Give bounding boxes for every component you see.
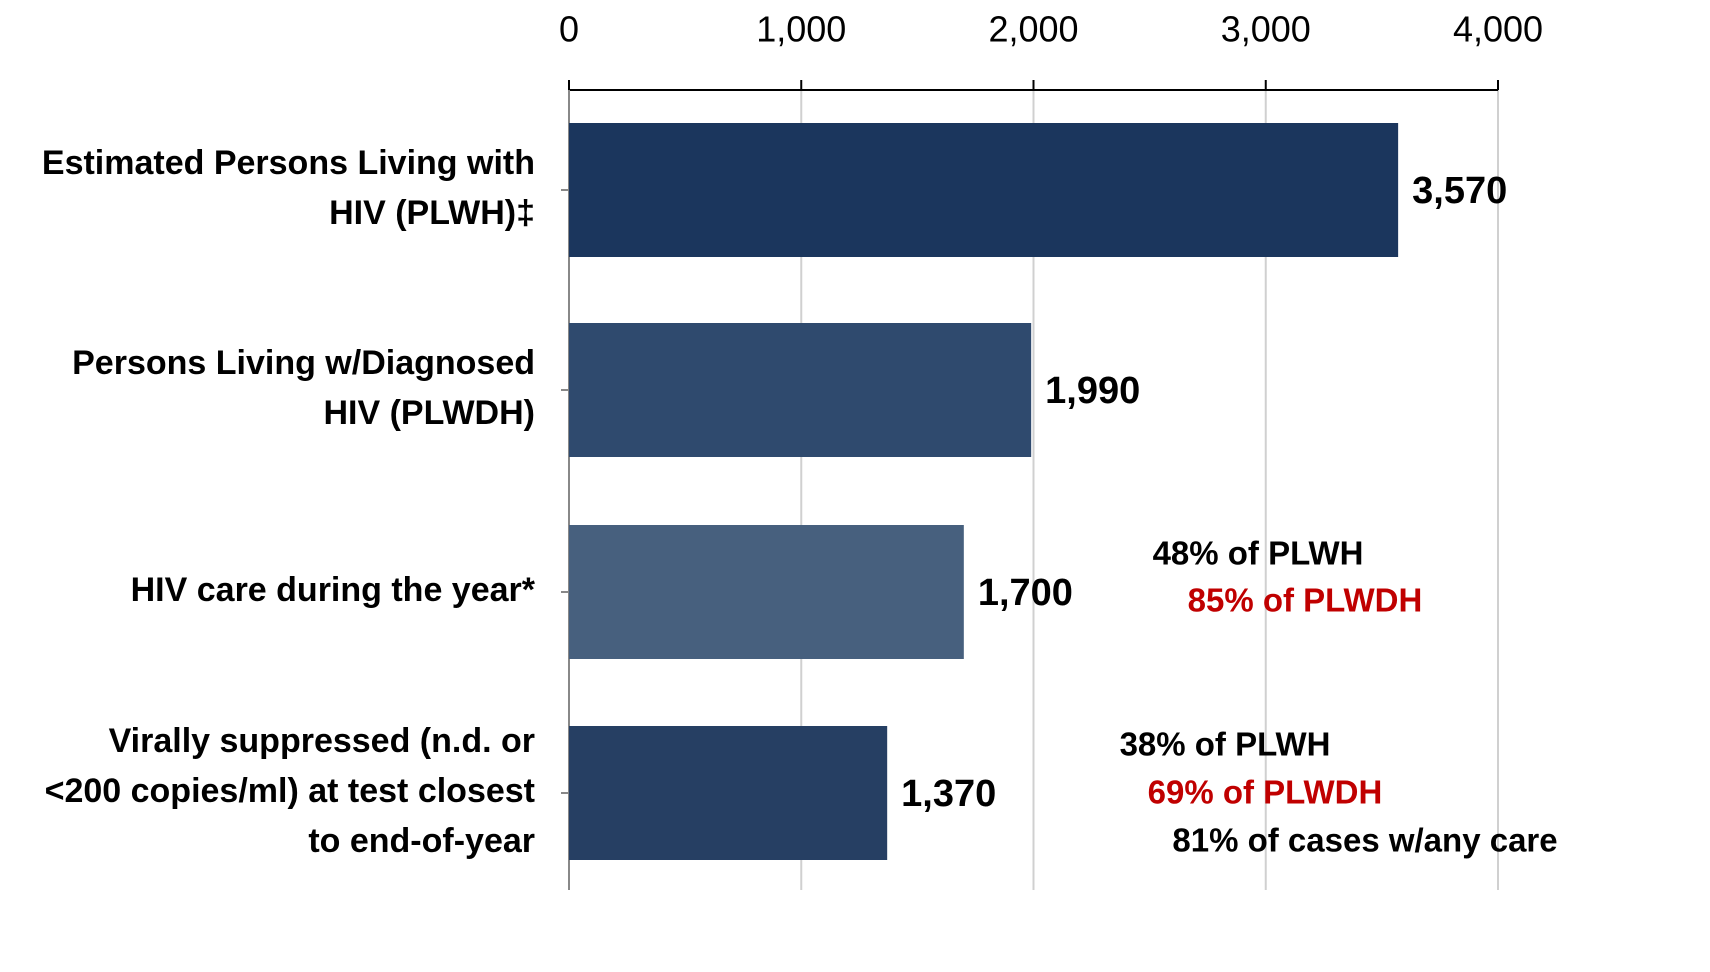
value-label: 1,990 <box>1045 370 1140 412</box>
bar <box>569 123 1399 257</box>
x-tick-label: 4,000 <box>1453 9 1543 50</box>
category-label: Persons Living w/Diagnosed <box>72 344 535 382</box>
x-tick-label: 1,000 <box>756 9 846 50</box>
category-label: HIV care during the year* <box>131 571 536 609</box>
category-label: Virally suppressed (n.d. or <box>109 722 535 760</box>
category-label: HIV (PLWH)‡ <box>329 194 535 232</box>
value-label: 1,700 <box>978 572 1073 614</box>
annotation: 81% of cases w/any care <box>1172 822 1557 859</box>
annotation: 69% of PLWDH <box>1148 774 1383 811</box>
annotation: 38% of PLWH <box>1120 726 1331 763</box>
x-tick-label: 2,000 <box>988 9 1078 50</box>
bar <box>569 323 1032 457</box>
category-label: HIV (PLWDH) <box>323 394 535 432</box>
annotation: 48% of PLWH <box>1153 535 1364 572</box>
value-label: 3,570 <box>1412 170 1507 212</box>
category-label: Estimated Persons Living with <box>42 144 535 182</box>
category-label: to end-of-year <box>308 822 535 860</box>
bar <box>569 525 964 659</box>
annotation: 85% of PLWDH <box>1188 582 1423 619</box>
bar <box>569 726 888 860</box>
value-label: 1,370 <box>901 773 996 815</box>
x-tick-label: 0 <box>559 9 579 50</box>
category-label: <200 copies/ml) at test closest <box>45 772 535 810</box>
x-tick-label: 3,000 <box>1221 9 1311 50</box>
